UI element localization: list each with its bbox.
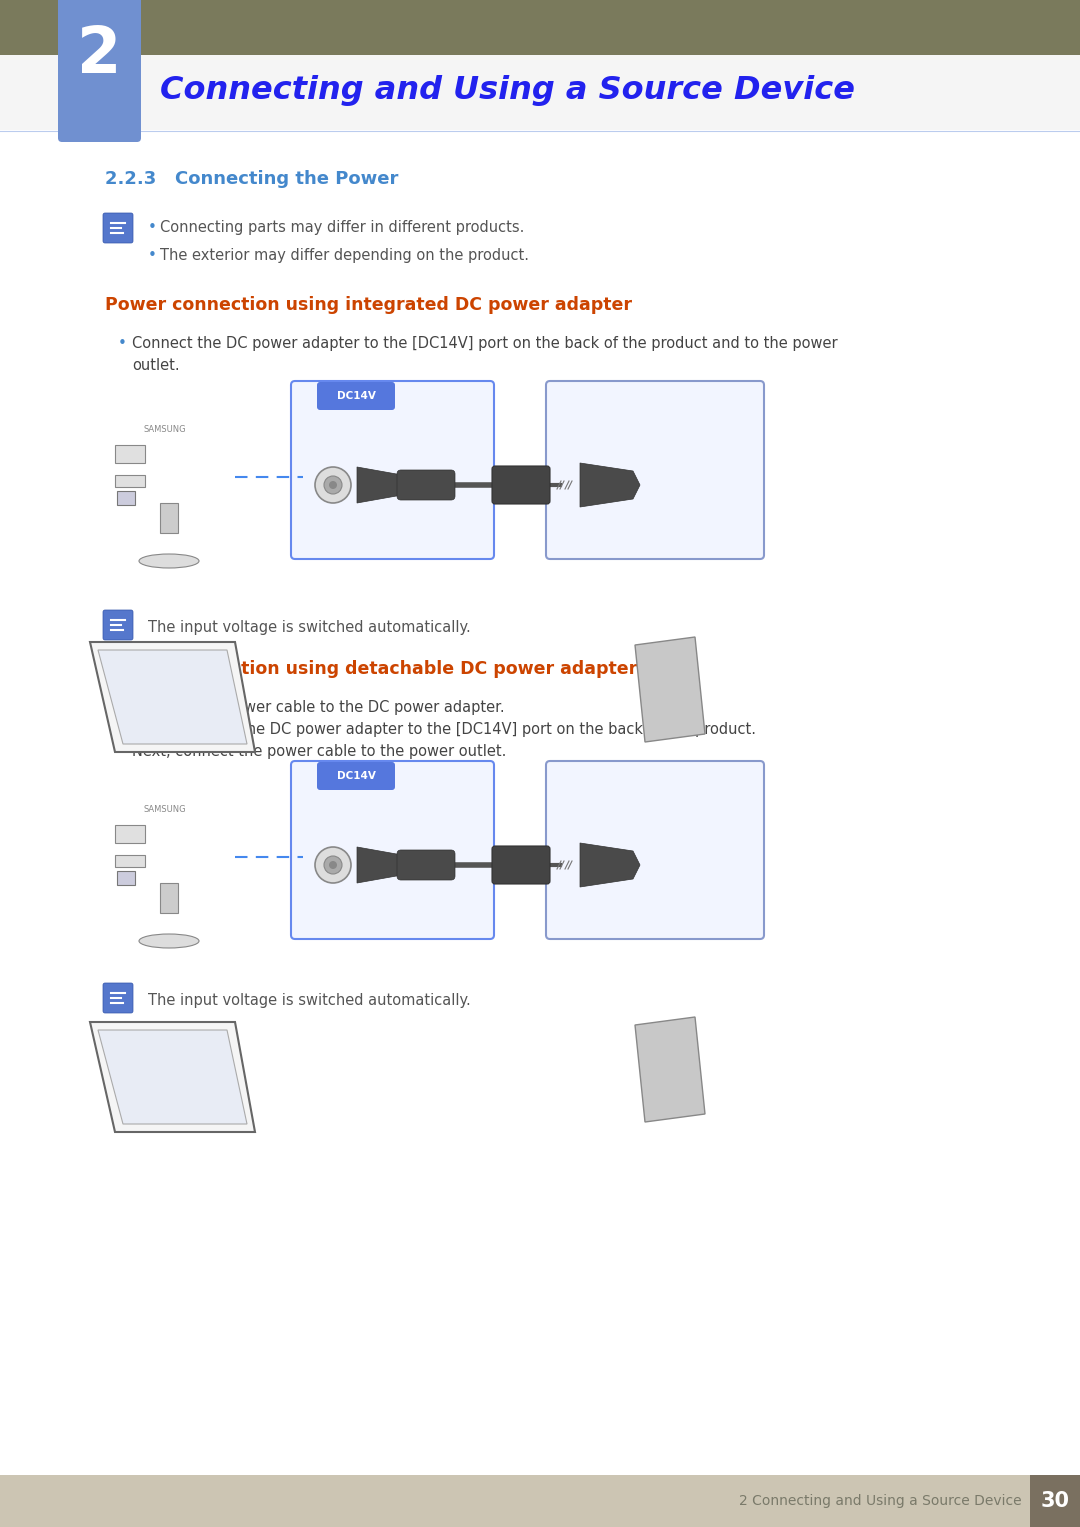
Bar — [114, 444, 145, 463]
Text: 2: 2 — [78, 23, 122, 86]
Circle shape — [329, 861, 337, 869]
Bar — [114, 825, 145, 843]
FancyBboxPatch shape — [58, 0, 141, 142]
Text: SAMSUNG: SAMSUNG — [144, 806, 187, 814]
Ellipse shape — [139, 935, 199, 948]
FancyBboxPatch shape — [318, 382, 395, 411]
Bar — [0, 0, 1080, 55]
FancyBboxPatch shape — [103, 609, 133, 640]
Circle shape — [329, 481, 337, 489]
Text: •: • — [148, 247, 157, 263]
FancyBboxPatch shape — [291, 760, 494, 939]
Polygon shape — [580, 463, 640, 507]
Circle shape — [324, 857, 342, 873]
Polygon shape — [90, 641, 255, 751]
Text: 2.2.3   Connecting the Power: 2.2.3 Connecting the Power — [105, 169, 399, 188]
Text: Connect the DC power adapter to the [DC14V] port on the back of the product and : Connect the DC power adapter to the [DC1… — [132, 336, 838, 351]
FancyBboxPatch shape — [397, 470, 455, 499]
Bar — [160, 883, 178, 913]
Text: 2 Connecting and Using a Source Device: 2 Connecting and Using a Source Device — [740, 1493, 1022, 1509]
FancyBboxPatch shape — [291, 382, 494, 559]
Circle shape — [324, 476, 342, 495]
FancyBboxPatch shape — [546, 382, 764, 559]
Text: SAMSUNG: SAMSUNG — [144, 426, 187, 435]
Bar — [0, 1475, 1080, 1527]
Text: Then, connect the DC power adapter to the [DC14V] port on the back of the produc: Then, connect the DC power adapter to th… — [132, 722, 756, 738]
Text: •: • — [118, 336, 126, 351]
Bar — [114, 855, 145, 867]
Text: •: • — [148, 220, 157, 235]
Text: Connecting and Using a Source Device: Connecting and Using a Source Device — [160, 75, 855, 107]
Text: •: • — [118, 699, 126, 715]
FancyBboxPatch shape — [103, 983, 133, 1012]
Polygon shape — [90, 1022, 255, 1132]
FancyBboxPatch shape — [103, 212, 133, 243]
Text: 30: 30 — [1040, 1490, 1069, 1512]
Polygon shape — [580, 843, 640, 887]
Polygon shape — [98, 1031, 247, 1124]
Text: The input voltage is switched automatically.: The input voltage is switched automatica… — [148, 993, 471, 1008]
Text: outlet.: outlet. — [132, 357, 179, 373]
Polygon shape — [357, 847, 402, 883]
Text: Connect the power cable to the DC power adapter.: Connect the power cable to the DC power … — [132, 699, 504, 715]
Text: DC14V: DC14V — [337, 391, 376, 402]
Text: Power connection using integrated DC power adapter: Power connection using integrated DC pow… — [105, 296, 632, 315]
Circle shape — [315, 847, 351, 883]
Bar — [117, 870, 135, 886]
Circle shape — [315, 467, 351, 502]
Bar — [114, 475, 145, 487]
Polygon shape — [98, 651, 247, 744]
Bar — [1030, 1475, 1080, 1527]
Text: DC14V: DC14V — [337, 771, 376, 780]
FancyBboxPatch shape — [397, 851, 455, 880]
Polygon shape — [635, 637, 705, 742]
FancyBboxPatch shape — [492, 466, 550, 504]
FancyBboxPatch shape — [492, 846, 550, 884]
Polygon shape — [635, 1017, 705, 1122]
Text: The exterior may differ depending on the product.: The exterior may differ depending on the… — [160, 247, 529, 263]
Ellipse shape — [139, 554, 199, 568]
FancyBboxPatch shape — [318, 762, 395, 789]
Bar — [160, 502, 178, 533]
Text: The input voltage is switched automatically.: The input voltage is switched automatica… — [148, 620, 471, 635]
Text: Power connection using detachable DC power adapter: Power connection using detachable DC pow… — [105, 660, 637, 678]
FancyBboxPatch shape — [546, 760, 764, 939]
Polygon shape — [357, 467, 402, 502]
Bar — [117, 492, 135, 505]
Text: Next, connect the power cable to the power outlet.: Next, connect the power cable to the pow… — [132, 744, 507, 759]
Bar — [0, 55, 1080, 130]
Text: Connecting parts may differ in different products.: Connecting parts may differ in different… — [160, 220, 525, 235]
